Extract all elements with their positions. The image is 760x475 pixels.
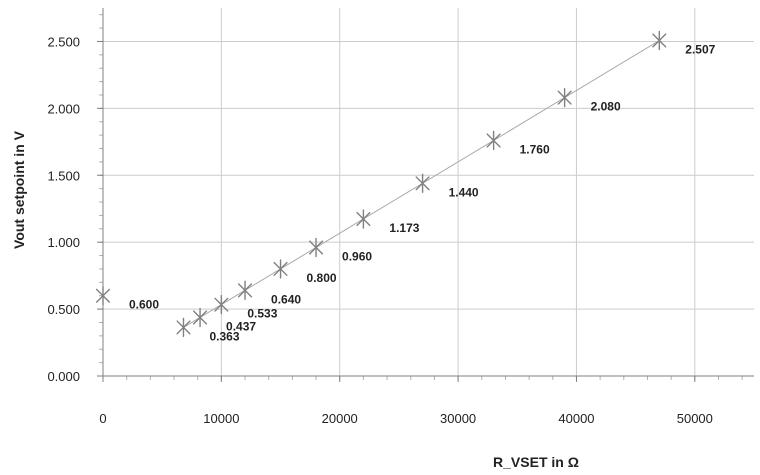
data-label: 0.960 bbox=[342, 250, 372, 264]
x-tick-label: 10000 bbox=[203, 411, 239, 426]
y-tick-label: 2.000 bbox=[47, 101, 80, 116]
y-tick-label: 0.500 bbox=[47, 302, 80, 317]
data-label: 1.440 bbox=[449, 185, 479, 199]
data-label: 2.507 bbox=[685, 43, 715, 57]
y-tick-label: 2.500 bbox=[47, 34, 80, 49]
data-point bbox=[273, 259, 288, 279]
y-axis-ticks: 0.000 0.500 1.000 1.500 2.000 2.500 bbox=[47, 34, 103, 384]
data-point bbox=[415, 173, 430, 194]
x-axis-title: R_VSET in Ω bbox=[493, 454, 579, 470]
y-axis-title: Vout setpoint in V bbox=[11, 130, 27, 249]
y-tick-label: 1.000 bbox=[47, 235, 80, 250]
data-point bbox=[237, 280, 253, 301]
data-point bbox=[356, 209, 371, 229]
grid-lines bbox=[103, 8, 754, 376]
data-markers bbox=[95, 30, 667, 338]
data-label: 0.800 bbox=[307, 271, 337, 285]
data-point bbox=[214, 294, 229, 315]
x-tick-label: 40000 bbox=[558, 411, 594, 426]
data-point bbox=[557, 87, 572, 108]
y-tick-label: 0.000 bbox=[47, 369, 80, 384]
x-tick-label: 30000 bbox=[440, 411, 476, 426]
data-point bbox=[192, 307, 208, 328]
data-point bbox=[176, 317, 191, 338]
y-tick-label: 1.500 bbox=[47, 168, 80, 183]
minor-ticks bbox=[99, 14, 743, 380]
data-point bbox=[308, 237, 324, 258]
x-tick-label: 50000 bbox=[677, 411, 713, 426]
data-label: 0.640 bbox=[271, 292, 301, 306]
data-label: 0.363 bbox=[209, 329, 239, 343]
data-label: 1.173 bbox=[389, 221, 419, 235]
data-point bbox=[652, 30, 667, 51]
data-point bbox=[95, 286, 111, 306]
data-label: 1.760 bbox=[520, 142, 550, 156]
x-tick-label: 20000 bbox=[322, 411, 358, 426]
data-label: 0.437 bbox=[226, 320, 256, 334]
x-tick-label: 0 bbox=[99, 411, 106, 426]
data-label: 0.600 bbox=[129, 298, 159, 312]
data-label: 0.533 bbox=[247, 307, 277, 321]
axes bbox=[102, 8, 754, 377]
data-point bbox=[486, 130, 501, 151]
data-label: 2.080 bbox=[591, 100, 621, 114]
x-axis-ticks: 0 10000 20000 30000 40000 50000 bbox=[99, 376, 713, 426]
